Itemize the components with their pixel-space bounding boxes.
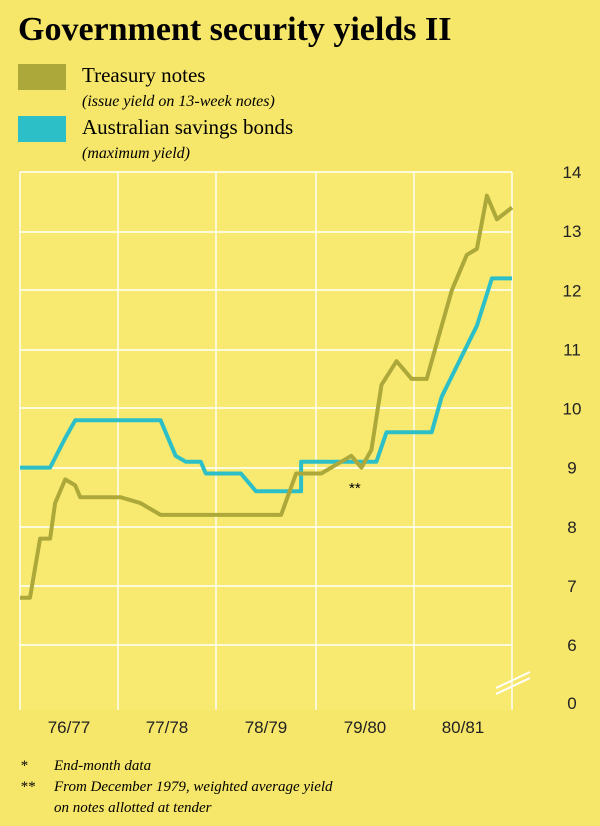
series-line-savings-bonds bbox=[20, 276, 512, 494]
y-tick-label-14: 14 bbox=[563, 163, 582, 182]
footnotes: * End-month data ** From December 1979, … bbox=[20, 758, 333, 816]
footnote-mark-2: ** bbox=[20, 779, 36, 795]
series-line-treasury-notes bbox=[20, 193, 514, 600]
series-layer bbox=[20, 193, 514, 600]
y-tick-label-6: 6 bbox=[567, 636, 576, 655]
plot-area bbox=[19, 171, 531, 710]
y-tick-label-12: 12 bbox=[563, 281, 582, 300]
annotation-double-star: ** bbox=[349, 480, 361, 497]
chart-title: Government security yields II bbox=[18, 11, 451, 48]
legend: Treasury notes (issue yield on 13-week n… bbox=[18, 63, 293, 162]
y-tick-label-10: 10 bbox=[563, 400, 582, 419]
axis-break-mark-1 bbox=[495, 671, 531, 689]
x-tick-label-76-77: 76/77 bbox=[48, 718, 91, 737]
x-axis: 76/77 77/78 78/79 79/80 80/81 bbox=[48, 718, 485, 737]
legend-sub-treasury: (issue yield on 13-week notes) bbox=[82, 93, 275, 110]
legend-label-treasury: Treasury notes bbox=[82, 63, 205, 87]
x-tick-label-77-78: 77/78 bbox=[146, 718, 189, 737]
x-tick-label-80-81: 80/81 bbox=[442, 718, 485, 737]
y-tick-label-0: 0 bbox=[567, 694, 576, 713]
footnote-text-2: From December 1979, weighted average yie… bbox=[53, 779, 333, 795]
legend-sub-bonds: (maximum yield) bbox=[82, 145, 190, 162]
y-axis: 0 6 7 8 9 10 11 12 13 14 bbox=[563, 163, 582, 713]
plot-background bbox=[20, 172, 512, 710]
axis-break-mark-2 bbox=[495, 677, 531, 695]
y-tick-label-8: 8 bbox=[567, 518, 576, 537]
footnote-text-3: on notes allotted at tender bbox=[54, 800, 212, 816]
y-tick-label-13: 13 bbox=[563, 222, 582, 241]
legend-label-bonds: Australian savings bonds bbox=[82, 115, 293, 139]
x-tick-label-78-79: 78/79 bbox=[245, 718, 288, 737]
y-tick-label-9: 9 bbox=[567, 459, 576, 478]
legend-swatch-treasury bbox=[18, 64, 66, 90]
legend-swatch-bonds bbox=[18, 116, 66, 142]
footnote-text-1: End-month data bbox=[53, 758, 151, 774]
footnote-mark-1: * bbox=[20, 758, 28, 774]
x-tick-label-79-80: 79/80 bbox=[344, 718, 387, 737]
y-tick-label-11: 11 bbox=[563, 340, 581, 359]
y-tick-label-7: 7 bbox=[567, 577, 576, 596]
